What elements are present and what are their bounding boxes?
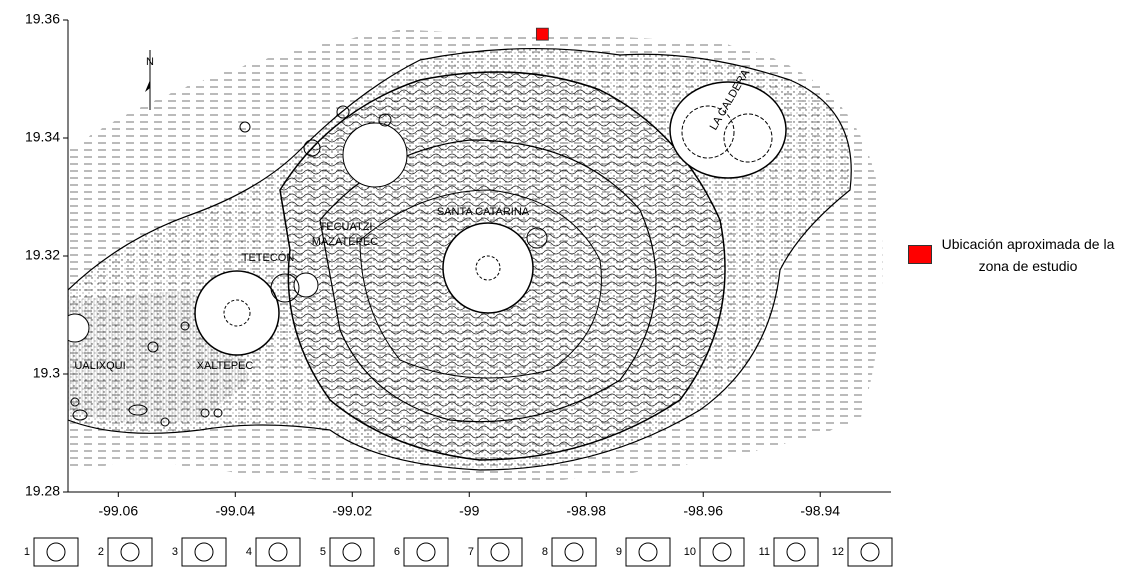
map-label: UALIXQUI [74, 360, 125, 372]
legend-label: Ubicación aproximada de la zona de estud… [908, 233, 1118, 277]
map-key-icon [861, 543, 879, 561]
map-key-number: 9 [616, 546, 622, 558]
map-key-number: 1 [24, 546, 30, 558]
map-key-number: 7 [468, 546, 474, 558]
map-key-icon [491, 543, 509, 561]
map-label: N [146, 56, 154, 68]
x-tick-label: -98.96 [683, 503, 723, 519]
legend: Ubicación aproximada de la zona de estud… [908, 233, 1138, 277]
map-key-icon [195, 543, 213, 561]
map-key-number: 11 [759, 546, 770, 558]
map-key-icon [565, 543, 583, 561]
map-key-symbol [700, 538, 744, 566]
map-key-icon [639, 543, 657, 561]
map-key-symbol [774, 538, 818, 566]
map-key-number: 12 [832, 546, 844, 558]
x-tick-label: -99.02 [332, 503, 372, 519]
map-key-symbol [330, 538, 374, 566]
y-tick-label: 19.3 [33, 365, 60, 381]
map-key-icon [121, 543, 139, 561]
map-key-icon [47, 543, 65, 561]
map-key-symbol [552, 538, 596, 566]
x-tick-label: -99.04 [215, 503, 255, 519]
map-key-icon [787, 543, 805, 561]
y-tick-label: 19.34 [25, 129, 60, 145]
y-tick-label: 19.28 [25, 483, 60, 499]
map-key-number: 6 [394, 546, 400, 558]
map-key-symbol [182, 538, 226, 566]
map-key-number: 10 [684, 546, 696, 558]
x-tick-label: -99 [459, 503, 479, 519]
map-key-symbol [256, 538, 300, 566]
map-label: MAZATEPEC [312, 236, 378, 248]
map-key-number: 4 [246, 546, 252, 558]
map-key-symbol [848, 538, 892, 566]
map-key-symbol [404, 538, 448, 566]
map-key-icon [343, 543, 361, 561]
study-area-marker [536, 28, 548, 40]
map-label: TETECÓN [242, 251, 295, 264]
legend-swatch [908, 245, 932, 264]
y-tick-label: 19.36 [25, 11, 60, 27]
map-key-symbol [108, 538, 152, 566]
y-tick-label: 19.32 [25, 247, 60, 263]
map-label: TECUATZI [320, 221, 373, 233]
map-image [61, 30, 883, 485]
map-key-symbol [34, 538, 78, 566]
map-key-number: 2 [98, 546, 104, 558]
x-tick-label: -98.94 [800, 503, 840, 519]
map-key-icon [417, 543, 435, 561]
map-label: SANTA CATARINA [437, 206, 530, 218]
map-label: XALTEPEC [197, 360, 254, 372]
x-tick-label: -99.06 [98, 503, 138, 519]
map-key-number: 3 [172, 546, 178, 558]
map-key-icon [269, 543, 287, 561]
map-key-number: 8 [542, 546, 548, 558]
map-key-number: 5 [320, 546, 326, 558]
map-key-symbol [478, 538, 522, 566]
map-key-symbol [626, 538, 670, 566]
map-key-icon [713, 543, 731, 561]
x-tick-label: -98.98 [566, 503, 606, 519]
